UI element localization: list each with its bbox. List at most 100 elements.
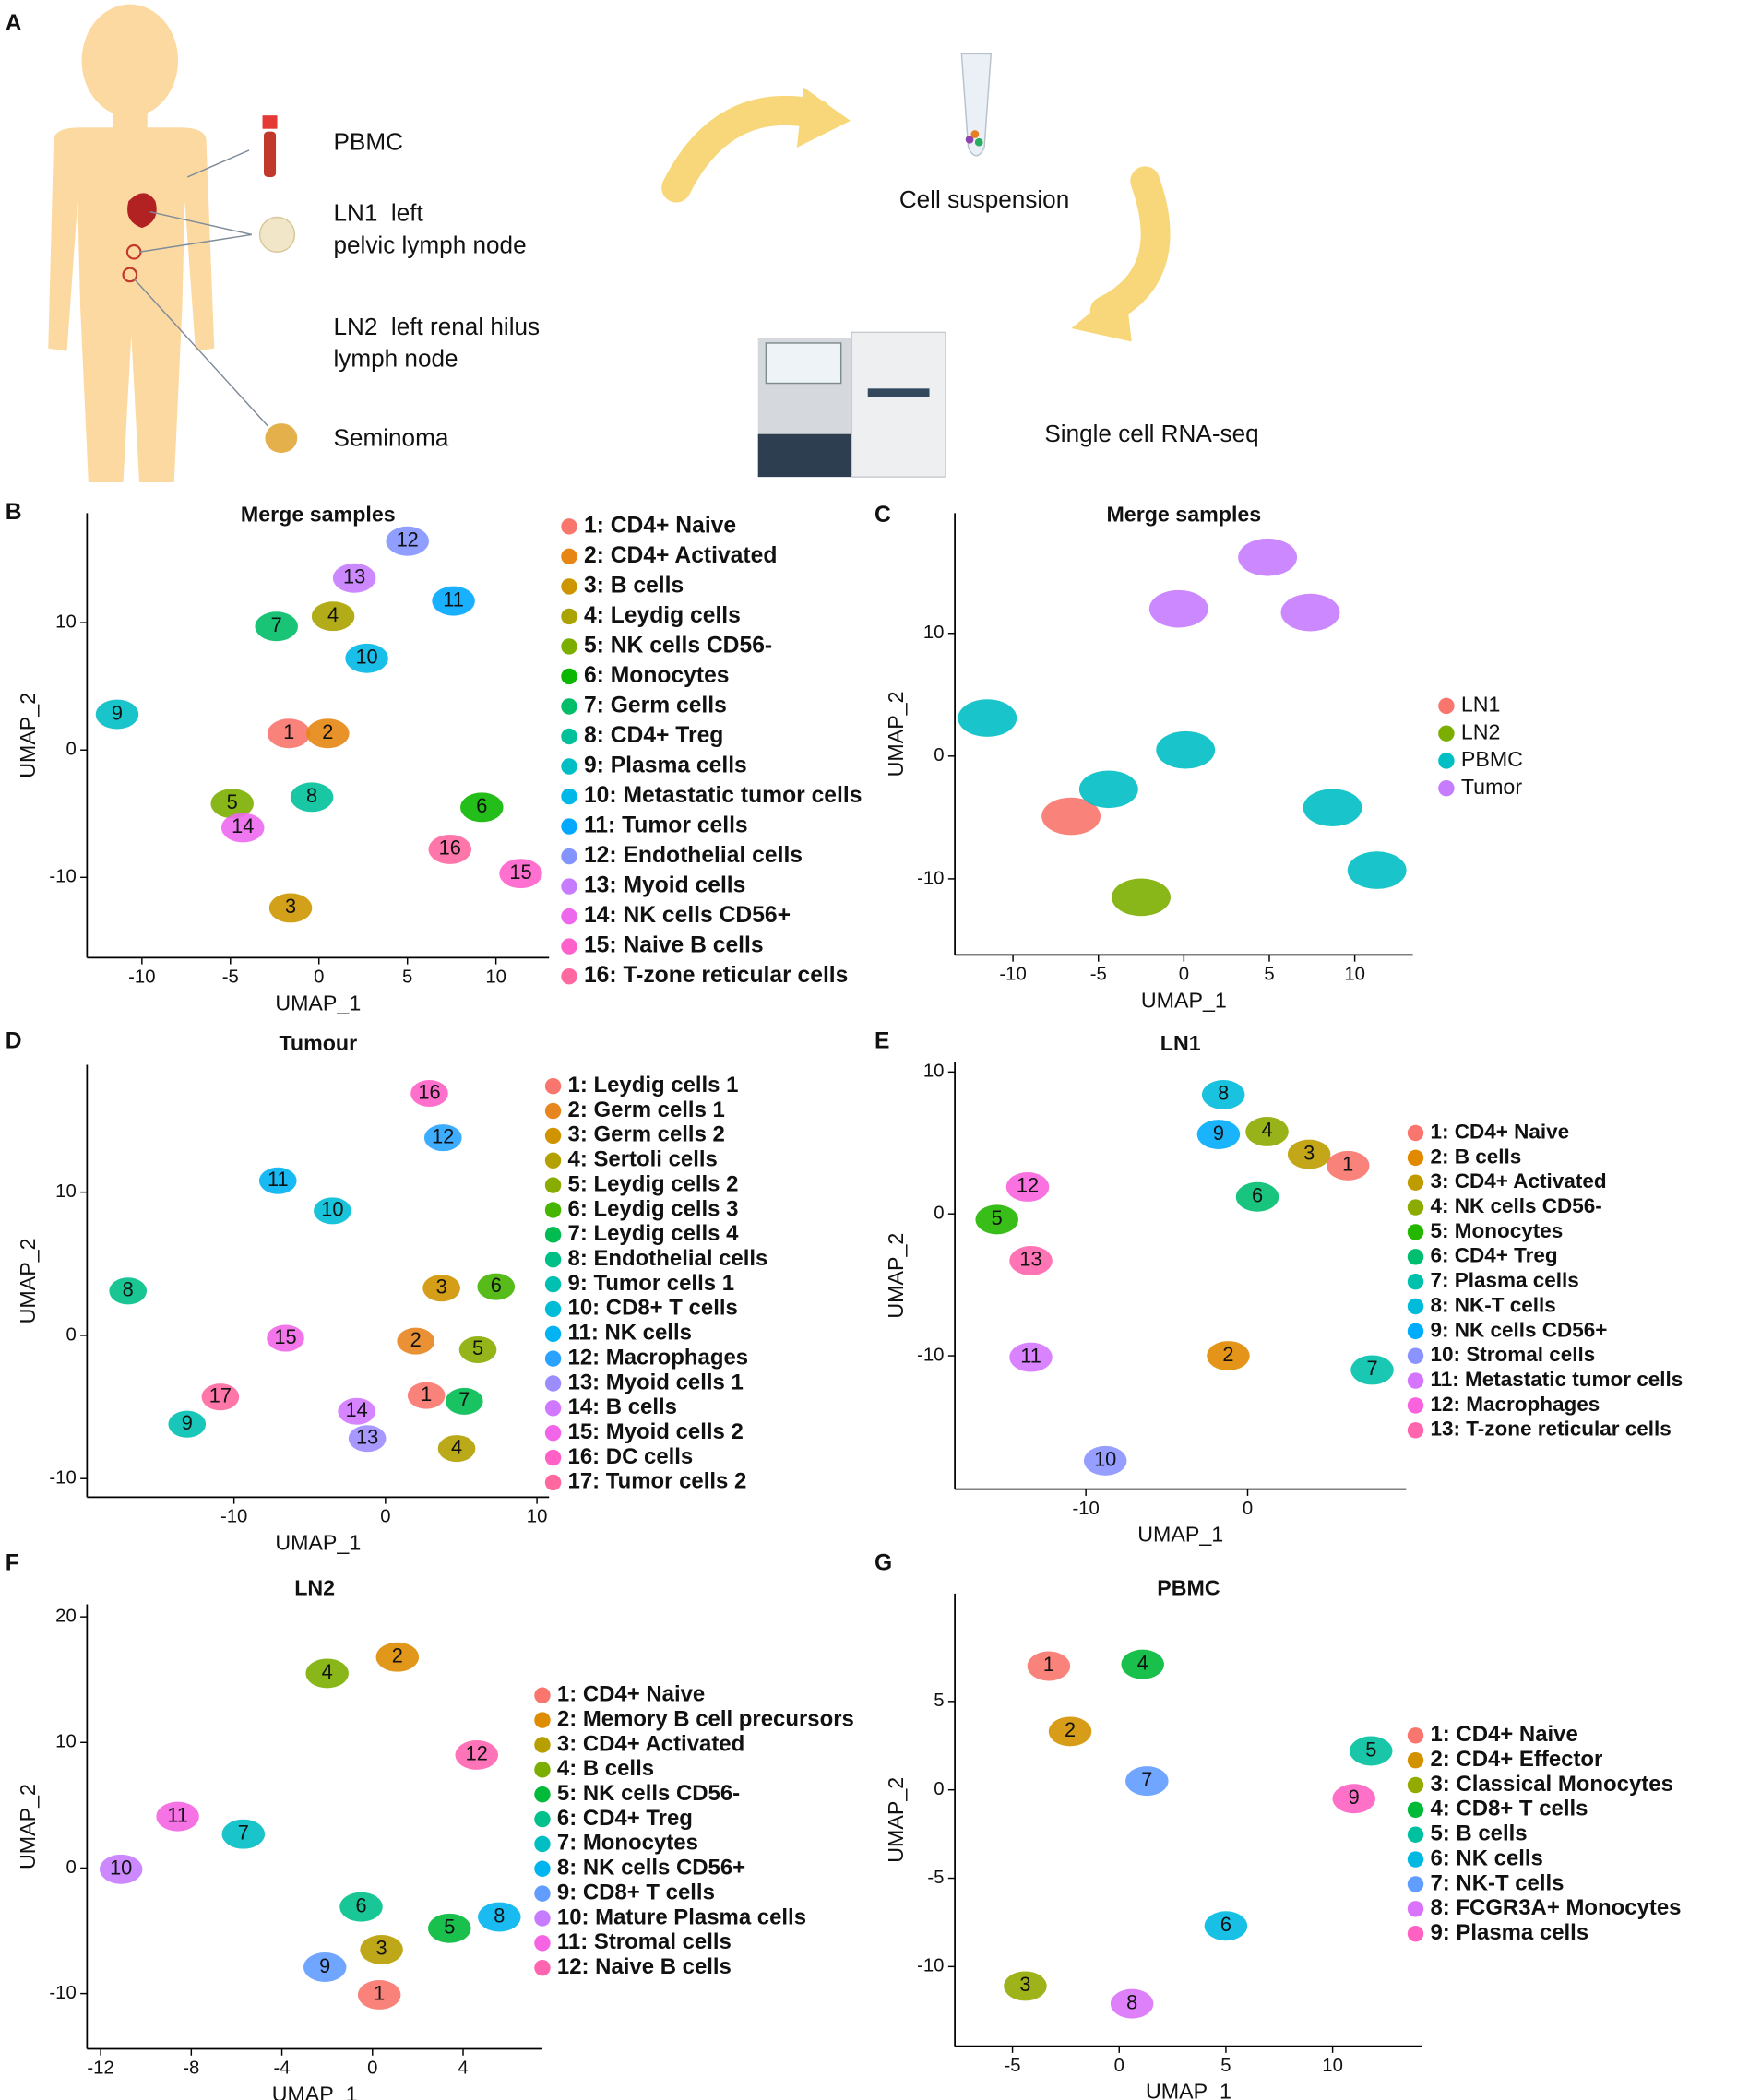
x-tick-label: 10 [1344,965,1365,985]
cell-cluster [1083,1445,1127,1476]
y-tick-label: -10 [49,1983,76,2003]
y-tick-label: 20 [55,1607,77,1627]
legend-swatch [561,548,577,565]
legend-swatch [561,518,577,535]
cluster-label: 10 [110,1857,132,1880]
legend-swatch [561,638,577,655]
legend-entry: 11: Metastatic tumor cells [1430,1368,1683,1391]
legend-entry: 8: CD4+ Treg [584,723,723,748]
legend-entry: 12: Macrophages [1430,1393,1600,1416]
cell-cluster [1041,797,1101,836]
cluster-label: 2 [1065,1718,1076,1741]
cell-cluster [1235,1181,1279,1212]
legend-entry: 6: NK cells [1430,1845,1542,1870]
cell-cluster [375,1642,420,1672]
sample-label: LN2 left renal hilus [333,313,540,340]
cell-cluster [1207,1341,1250,1371]
cell-cluster [1112,878,1171,917]
cluster-label: 8 [494,1904,505,1927]
legend-swatch [1407,1372,1424,1389]
arrow [661,95,832,203]
legend-entry: 11: Tumor cells [584,813,748,838]
legend-swatch [544,1424,562,1442]
cell [965,135,974,144]
cell-cluster [1350,1355,1394,1385]
legend-swatch [1438,753,1455,769]
cell-cluster [332,563,376,593]
legend-entry: 2: Memory B cell precursors [557,1706,854,1731]
x-tick-label: -10 [220,1507,247,1527]
cell-cluster [314,1197,351,1225]
cluster-label: 3 [376,1937,387,1960]
legend-entry: 6: CD4+ Treg [1430,1244,1557,1267]
panel-label: G [874,1550,892,1575]
legend-swatch [544,1474,562,1491]
cell-cluster [1204,1911,1248,1941]
legend-entry: 12: Endothelial cells [584,843,803,868]
cluster-label: 11 [443,587,464,611]
legend-swatch [544,1127,562,1145]
cluster-label: 12 [432,1124,454,1147]
cluster-label: 10 [1094,1448,1116,1471]
cluster-label: 15 [509,860,531,884]
panel-label: D [6,1028,22,1053]
legend-entry: 4: B cells [557,1756,654,1781]
chart-title: PBMC [1157,1576,1220,1600]
cell-cluster [268,893,313,923]
x-axis-label: UMAP_1 [1146,2080,1231,2100]
legend-swatch [544,1077,562,1095]
x-axis-label: UMAP_1 [275,1530,361,1554]
cell-cluster [210,789,254,819]
legend-swatch [534,1712,551,1728]
legend-swatch [561,818,577,835]
legend-swatch [544,1152,562,1169]
cell-cluster [305,1658,349,1689]
y-tick-label: 10 [55,1181,77,1202]
x-tick-label: 10 [485,967,506,987]
cluster-label: 16 [439,836,461,860]
x-tick-label: -12 [87,2058,113,2079]
sample-label: LN1 left [333,199,423,227]
cell-cluster [1201,1079,1245,1109]
legend-swatch [1407,1347,1424,1364]
cluster-label: 2 [322,720,333,743]
legend-swatch [561,967,577,985]
cluster-label: 1 [374,1982,385,2005]
legend-entry: LN1 [1461,693,1501,717]
cell-cluster [290,782,334,813]
cluster-label: 4 [451,1435,462,1458]
legend-entry: 5: Leydig cells 2 [568,1171,739,1196]
legend-swatch [534,1786,551,1803]
legend-swatch [1407,1751,1424,1769]
panel-a: A PBMC LN1 left pelvic lymph node LN2 le… [6,4,1259,482]
cluster-label: 1 [1043,1653,1054,1676]
cluster-label: 4 [327,603,339,626]
legend-swatch [544,1375,562,1392]
cell-cluster [345,643,388,673]
x-tick-label: 5 [402,967,412,987]
legend-entry: 2: B cells [1430,1145,1521,1168]
cluster-label: 5 [1365,1738,1376,1761]
legend-swatch [1407,1224,1424,1240]
cell-cluster [1009,1342,1053,1372]
chart-title: Merge samples [1106,502,1261,526]
cell-cluster [95,699,139,730]
cell-cluster [303,1952,347,1982]
legend-entry: 4: Sertoli cells [568,1147,718,1172]
legend-entry: 1: CD4+ Naive [584,513,736,538]
x-tick-label: -4 [274,2058,291,2079]
x-axis-label: UMAP_1 [275,991,361,1014]
legend-entry: 8: Endothelial cells [568,1246,768,1271]
cluster-label: 4 [1137,1651,1148,1674]
panel-label: E [874,1028,889,1053]
x-tick-label: -5 [1090,965,1107,985]
cluster-label: 5 [472,1336,483,1359]
legend-entry: 9: Tumor cells 1 [568,1271,734,1296]
cell-cluster [1347,851,1407,889]
sample-label: pelvic lymph node [333,231,526,258]
cluster-label: 3 [285,895,296,918]
legend-swatch [1407,1901,1424,1917]
y-tick-label: -10 [917,868,944,888]
legend-swatch [1407,1776,1424,1794]
cell [970,130,980,138]
